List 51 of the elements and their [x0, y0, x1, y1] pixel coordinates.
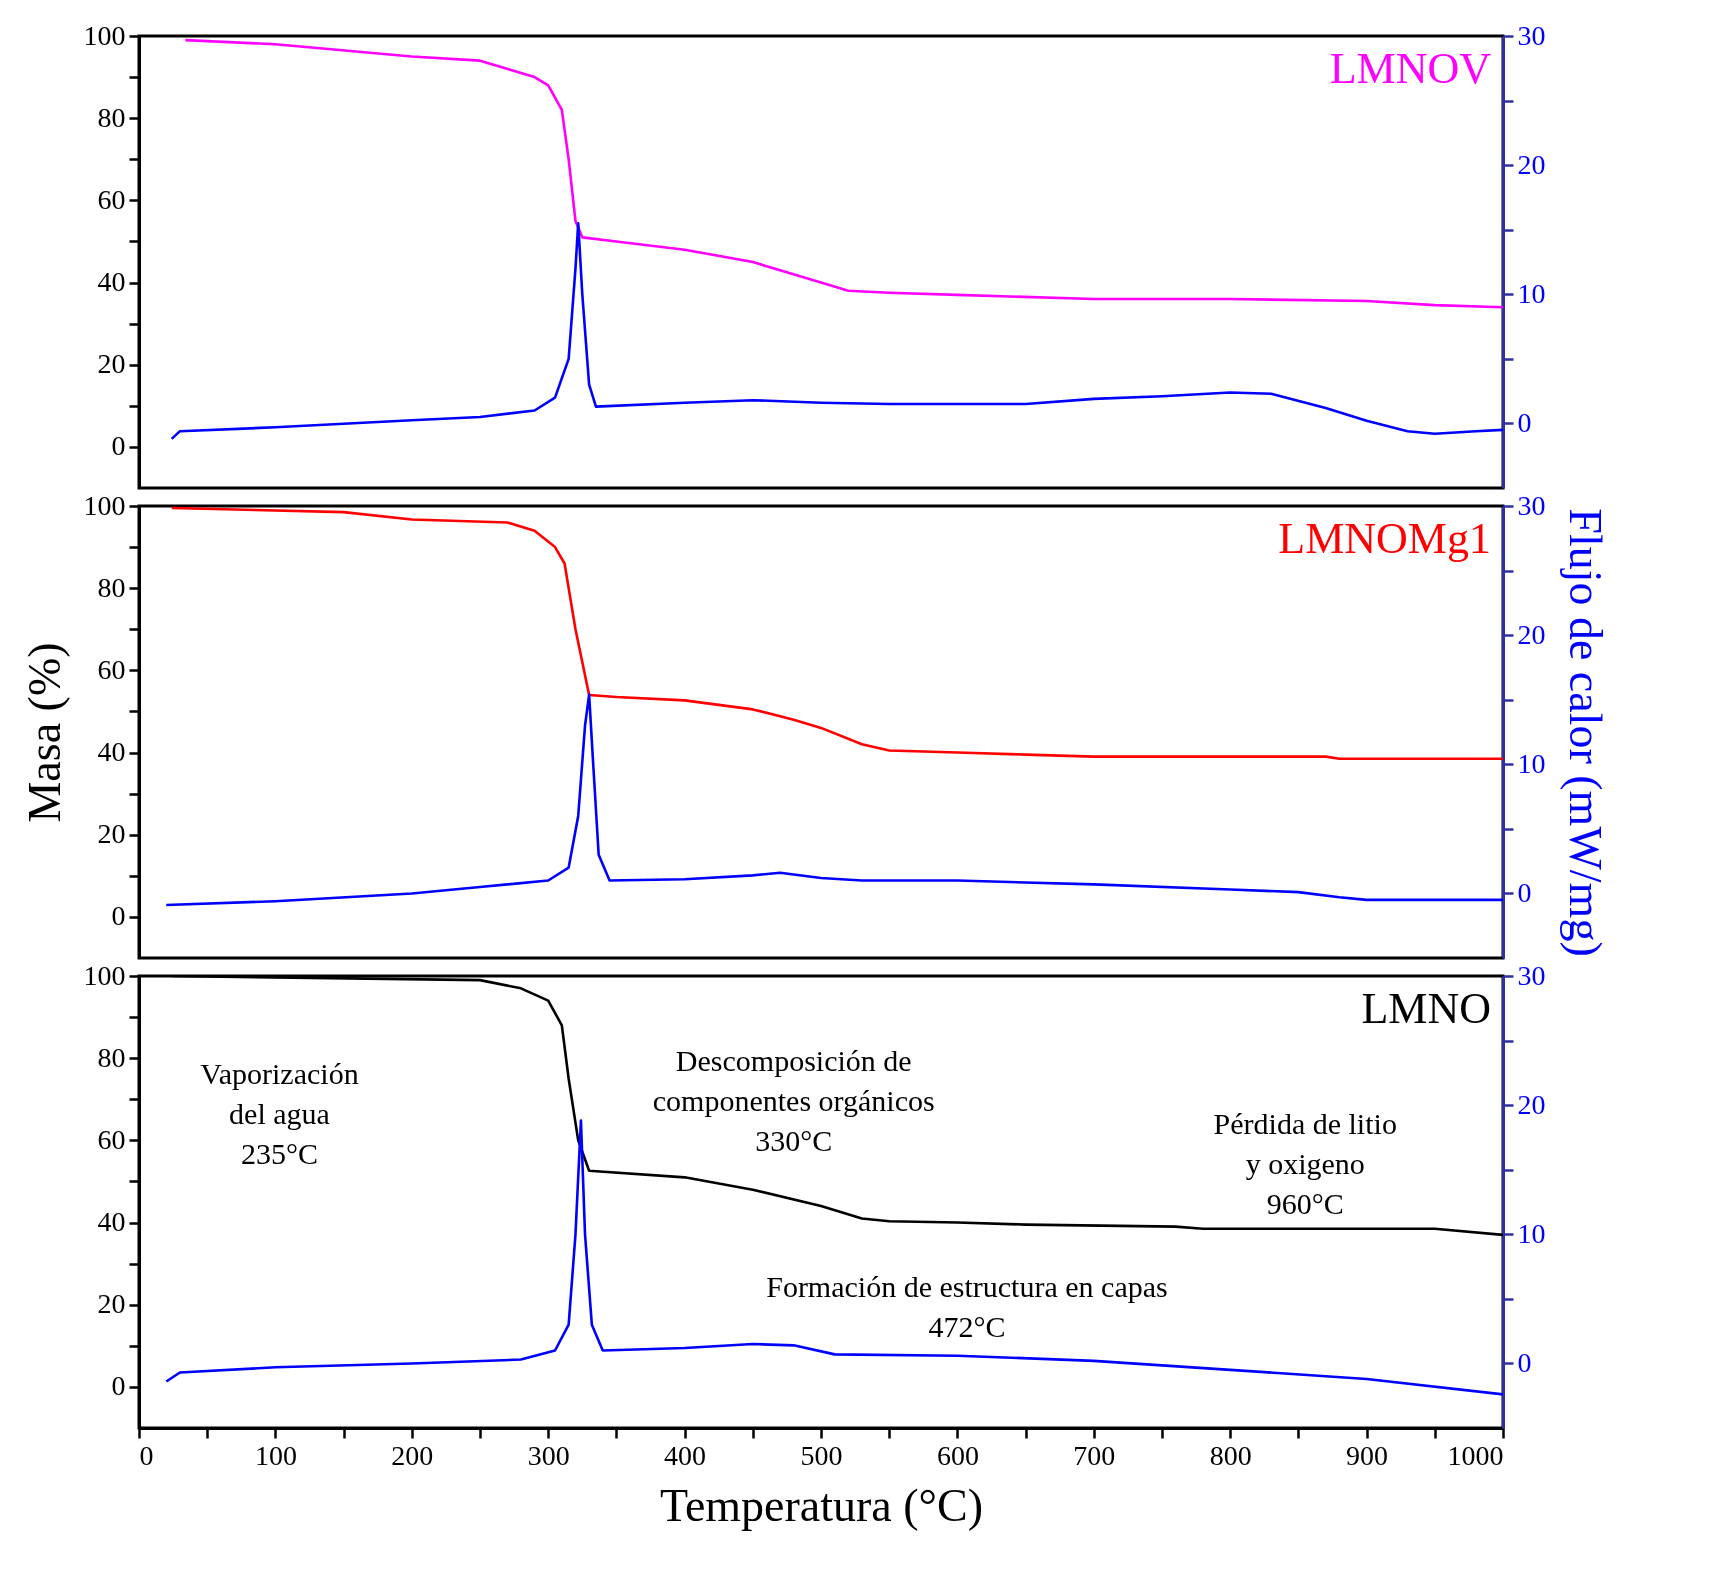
annotation: Formación de estructura en capas 472°C: [766, 1269, 1168, 1343]
y-tick-label: 80: [97, 101, 126, 133]
y-tick-label: 0: [111, 900, 126, 932]
y-tick-label: 40: [97, 266, 126, 298]
y-tick-label: 100: [83, 959, 126, 991]
x-tick-label: 1000: [1447, 1439, 1504, 1471]
x-axis-title: Temperatura (°C): [660, 1479, 983, 1531]
y2-axis-title: Flujo de calor (mW/mg): [1559, 508, 1611, 957]
y-tick-label: 80: [97, 1041, 126, 1073]
y-tick-label: 100: [83, 19, 126, 51]
y-tick-label: 40: [97, 736, 126, 768]
annotation: Descomposición de componentes orgánicos 330°C: [652, 1043, 935, 1157]
y2-tick-label: 20: [1517, 618, 1546, 650]
y-tick-label: 0: [111, 430, 126, 462]
y2-tick-label: 20: [1517, 148, 1546, 180]
y2-tick-label: 10: [1517, 747, 1546, 779]
text: LMNO: [1361, 984, 1491, 1033]
x-tick-label: 300: [527, 1439, 570, 1471]
x-tick-label: 600: [936, 1439, 979, 1471]
annotation: Vaporización del agua 235°C: [200, 1057, 359, 1171]
x-tick-label: 200: [391, 1439, 434, 1471]
x-tick-label: 500: [800, 1439, 843, 1471]
y-axis-title: Masa (%): [18, 642, 70, 823]
x-tick-label: 700: [1073, 1439, 1116, 1471]
y-tick-label: 0: [111, 1370, 126, 1402]
y2-tick-label: 30: [1517, 489, 1546, 521]
y-tick-label: 60: [97, 653, 126, 685]
y-tick-label: 20: [97, 1288, 126, 1320]
x-tick-label: 400: [664, 1439, 707, 1471]
text: LMNOMg1: [1278, 514, 1491, 563]
y-tick-label: 60: [97, 183, 126, 215]
y2-tick-label: 30: [1517, 959, 1546, 991]
y2-tick-label: 20: [1517, 1088, 1546, 1120]
y-tick-label: 40: [97, 1206, 126, 1238]
x-tick-label: 900: [1346, 1439, 1389, 1471]
y-tick-label: 20: [97, 348, 126, 380]
y2-tick-label: 0: [1517, 1346, 1532, 1378]
y-tick-label: 80: [97, 571, 126, 603]
x-tick-label: 800: [1209, 1439, 1252, 1471]
y2-tick-label: 0: [1517, 406, 1532, 438]
text: LMNOV: [1329, 44, 1492, 93]
y2-tick-label: 10: [1517, 1217, 1546, 1249]
x-tick-label: 100: [254, 1439, 297, 1471]
y2-tick-label: 0: [1517, 876, 1532, 908]
annotation: Pérdida de litio y oxigeno 960°C: [1213, 1107, 1397, 1221]
y-tick-label: 60: [97, 1123, 126, 1155]
y-tick-label: 100: [83, 489, 126, 521]
y-tick-label: 20: [97, 818, 126, 850]
x-tick-label: 0: [139, 1439, 154, 1471]
y2-tick-label: 30: [1517, 19, 1546, 51]
y2-tick-label: 10: [1517, 277, 1546, 309]
